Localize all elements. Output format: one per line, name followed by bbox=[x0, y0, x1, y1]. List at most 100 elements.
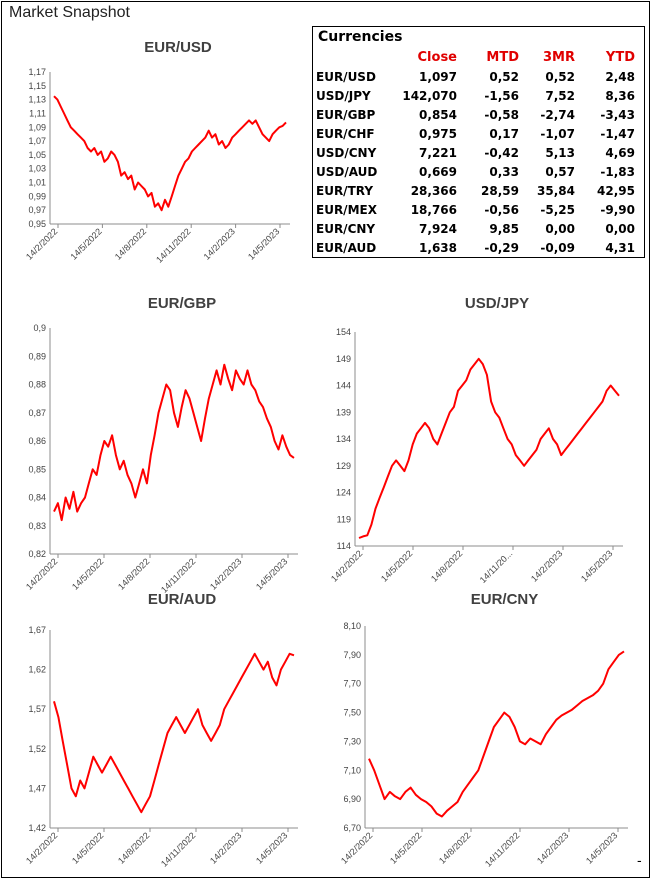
cell-pair: EUR/USD bbox=[316, 69, 376, 84]
y-tick-label: 7,70 bbox=[343, 679, 361, 689]
cell-close: 28,366 bbox=[410, 183, 457, 198]
y-tick-label: 6,70 bbox=[343, 823, 361, 833]
cell-mtd: -0,58 bbox=[484, 107, 519, 122]
cell-pair: EUR/GBP bbox=[316, 107, 376, 122]
cell-pair: USD/AUD bbox=[316, 164, 378, 179]
cell-close: 0,975 bbox=[419, 126, 457, 141]
y-tick-label: 7,30 bbox=[343, 736, 361, 746]
y-tick-label: 0,86 bbox=[28, 436, 46, 446]
y-tick-label: 8,10 bbox=[343, 621, 361, 631]
y-tick-label: 0,97 bbox=[28, 205, 46, 215]
chart-eur-usd: EUR/USD 1,17 1,15 1,13 1,11 1,09 1,07 1,05 1,03 1… bbox=[10, 34, 300, 319]
table-row: USD/CNY 7,221 -0,42 5,13 4,69 bbox=[316, 143, 635, 162]
cell-close: 7,924 bbox=[419, 221, 457, 236]
cell-ytd: 8,36 bbox=[605, 88, 635, 103]
x-tick-label: 14/11/2022 bbox=[154, 226, 192, 264]
cell-pair: EUR/CNY bbox=[316, 221, 376, 236]
y-tick-label: 0,89 bbox=[28, 351, 46, 361]
chart-title: EUR/CNY bbox=[471, 591, 539, 608]
x-tick-label: 14/5/2023 bbox=[254, 830, 289, 865]
cell-ytd: 4,69 bbox=[605, 145, 635, 160]
table-header-row: Close MTD 3MR YTD bbox=[316, 47, 635, 67]
cell-3mr: 5,13 bbox=[545, 145, 575, 160]
table-row: USD/AUD 0,669 0,33 0,57 -1,83 bbox=[316, 162, 635, 181]
cell-mtd: -0,29 bbox=[484, 240, 519, 255]
y-tick-label: 1,17 bbox=[28, 67, 46, 77]
y-tick-label: 149 bbox=[336, 354, 351, 364]
x-tick-label: 14/5/2022 bbox=[68, 226, 103, 261]
chart-eur-gbp: EUR/GBP 0,9 0,89 0,88 0,87 0,86 0,85 0,84 0,83 0,… bbox=[10, 290, 310, 615]
x-tick-label: 14/11/20... bbox=[478, 548, 515, 585]
x-tick-label: 14/2/2022 bbox=[24, 830, 59, 865]
y-tick-label: 7,90 bbox=[343, 650, 361, 660]
y-tick-label: 114 bbox=[337, 541, 351, 551]
chart-title: EUR/USD bbox=[144, 39, 212, 56]
y-tick-label: 1,05 bbox=[28, 150, 46, 160]
cell-3mr: 35,84 bbox=[537, 183, 575, 198]
series-line bbox=[53, 363, 295, 522]
y-tick-label: 124 bbox=[336, 488, 351, 498]
x-tick-label: 14/8/2022 bbox=[437, 830, 472, 865]
table-row: USD/JPY 142,070 -1,56 7,52 8,36 bbox=[316, 86, 635, 105]
x-tick-label: 14/5/2022 bbox=[379, 548, 414, 583]
y-tick-label: 1,11 bbox=[29, 108, 46, 118]
currencies-table: Currencies Close MTD 3MR YTD EUR/USD 1,09… bbox=[312, 26, 645, 258]
cell-mtd: -0,42 bbox=[484, 145, 519, 160]
y-tick-label: 1,07 bbox=[28, 136, 46, 146]
y-tick-label: 129 bbox=[336, 461, 351, 471]
trailing-dash: - bbox=[637, 852, 642, 868]
x-tick-label: 14/2/2023 bbox=[202, 226, 237, 261]
cell-close: 142,070 bbox=[402, 88, 457, 103]
cell-ytd: 4,31 bbox=[605, 240, 635, 255]
y-tick-label: 139 bbox=[336, 407, 351, 417]
cell-3mr: 0,57 bbox=[545, 164, 575, 179]
y-tick-label: 1,52 bbox=[28, 744, 46, 754]
cell-ytd: -1,83 bbox=[600, 164, 635, 179]
cell-3mr: 7,52 bbox=[545, 88, 575, 103]
chart-svg: EUR/AUD 1,67 1,62 1,57 1,52 1,47 1,4214/2/2022… bbox=[24, 591, 298, 869]
cell-mtd: -0,56 bbox=[484, 202, 519, 217]
y-tick-label: 144 bbox=[336, 381, 351, 391]
x-tick-label: 14/2/2023 bbox=[208, 830, 243, 865]
x-tick-label: 14/5/2023 bbox=[579, 548, 614, 583]
chart-svg: EUR/USD 1,17 1,15 1,13 1,11 1,09 1,07 1,05 1,03 1… bbox=[24, 39, 290, 265]
cell-close: 0,669 bbox=[419, 164, 457, 179]
cell-ytd: 42,95 bbox=[597, 183, 635, 198]
chart-eur-aud: EUR/AUD 1,67 1,62 1,57 1,52 1,47 1,42 14/2/2022… bbox=[10, 586, 310, 881]
cell-mtd: 0,17 bbox=[489, 126, 519, 141]
cell-pair: EUR/MEX bbox=[316, 202, 377, 217]
chart-title: EUR/AUD bbox=[148, 591, 217, 608]
x-tick-label: 14/2/2022 bbox=[329, 548, 364, 583]
y-tick-label: 1,62 bbox=[28, 665, 46, 675]
cell-ytd: 2,48 bbox=[605, 69, 635, 84]
chart-svg: USD/JPY15414914413913412912411911414/2/2… bbox=[329, 295, 623, 585]
table-row: EUR/TRY 28,366 28,59 35,84 42,95 bbox=[316, 181, 635, 200]
y-tick-label: 0,88 bbox=[28, 380, 46, 390]
table-row: EUR/CNY 7,924 9,85 0,00 0,00 bbox=[316, 219, 635, 238]
chart-eur-cny: EUR/CNY 8,10 7,90 7,70 7,50 7,30 7,10 6,90 6,70 1… bbox=[325, 586, 640, 881]
cell-3mr: 0,00 bbox=[545, 221, 575, 236]
cell-pair: USD/CNY bbox=[316, 145, 377, 160]
cell-pair: EUR/AUD bbox=[316, 240, 377, 255]
y-tick-label: 1,03 bbox=[28, 164, 46, 174]
col-mtd: MTD bbox=[486, 49, 519, 65]
table-title: Currencies bbox=[318, 29, 403, 45]
y-tick-label: 1,67 bbox=[28, 625, 46, 635]
y-tick-label: 0,9 bbox=[33, 323, 46, 333]
y-tick-label: 0,87 bbox=[28, 408, 46, 418]
series-line bbox=[53, 95, 287, 212]
chart-usd-jpy: USD/JPY 154 149 144 139 134 129 124 119 114 14/2/2… bbox=[325, 290, 635, 615]
cell-ytd: 0,00 bbox=[605, 221, 635, 236]
x-tick-label: 14/11/2022 bbox=[159, 830, 197, 868]
cell-close: 1,638 bbox=[419, 240, 457, 255]
cell-3mr: 0,52 bbox=[545, 69, 575, 84]
table-row: EUR/AUD 1,638 -0,29 -0,09 4,31 bbox=[316, 238, 635, 257]
cell-3mr: -2,74 bbox=[540, 107, 575, 122]
y-tick-label: 0,95 bbox=[28, 219, 46, 229]
y-tick-label: 7,10 bbox=[343, 765, 361, 775]
cell-mtd: -1,56 bbox=[484, 88, 519, 103]
y-tick-label: 154 bbox=[336, 327, 351, 337]
x-tick-label: 14/2/2023 bbox=[535, 830, 570, 865]
y-tick-label: 1,01 bbox=[28, 178, 46, 188]
